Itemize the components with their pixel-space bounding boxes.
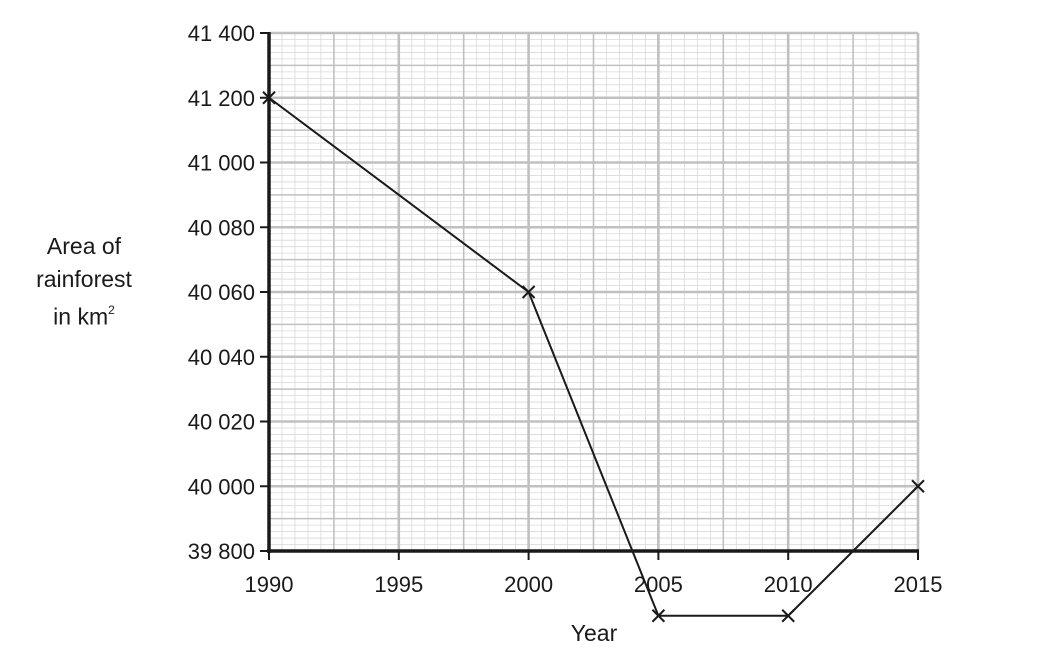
data-point-cross bbox=[651, 609, 666, 623]
x-axis-title: Year bbox=[571, 620, 618, 646]
x-tick-label: 1995 bbox=[374, 572, 423, 597]
x-tick-label: 2005 bbox=[634, 572, 683, 597]
y-axis-title-line: rainforest bbox=[36, 266, 132, 292]
y-axis-title-unit: in km bbox=[53, 303, 109, 330]
data-point-cross bbox=[521, 285, 536, 299]
y-tick-label: 41 000 bbox=[188, 151, 255, 176]
y-axis-title-line: Area of bbox=[46, 233, 122, 259]
chart-series bbox=[262, 91, 925, 623]
x-tick-label: 2000 bbox=[504, 572, 553, 597]
y-tick-label: 41 200 bbox=[188, 86, 255, 111]
chart-tick-labels: 39 800 40 000 40 020 40 040 40 060 40 080 41 0… bbox=[188, 21, 943, 597]
y-tick-label: 40 020 bbox=[188, 410, 255, 435]
y-axis-title-line: in km2 bbox=[14, 296, 154, 334]
y-tick-label: 41 400 bbox=[188, 21, 255, 46]
x-tick-label: 1990 bbox=[245, 572, 294, 597]
y-axis-title: Area of rainforest in km2 bbox=[14, 230, 154, 334]
y-tick-label: 40 080 bbox=[188, 215, 255, 240]
x-tick-label: 2015 bbox=[894, 572, 943, 597]
data-point-cross bbox=[781, 609, 795, 623]
y-tick-label: 39 800 bbox=[188, 539, 255, 564]
chart-grid bbox=[267, 31, 920, 553]
y-tick-label: 40 000 bbox=[188, 474, 255, 499]
x-tick-label: 2010 bbox=[764, 572, 813, 597]
data-point-cross bbox=[911, 479, 925, 493]
y-tick-label: 40 040 bbox=[188, 345, 255, 370]
data-point-cross bbox=[262, 91, 276, 105]
chart-axes bbox=[260, 32, 919, 560]
y-axis-title-superscript: 2 bbox=[108, 303, 115, 317]
y-tick-label: 40 060 bbox=[188, 280, 255, 305]
